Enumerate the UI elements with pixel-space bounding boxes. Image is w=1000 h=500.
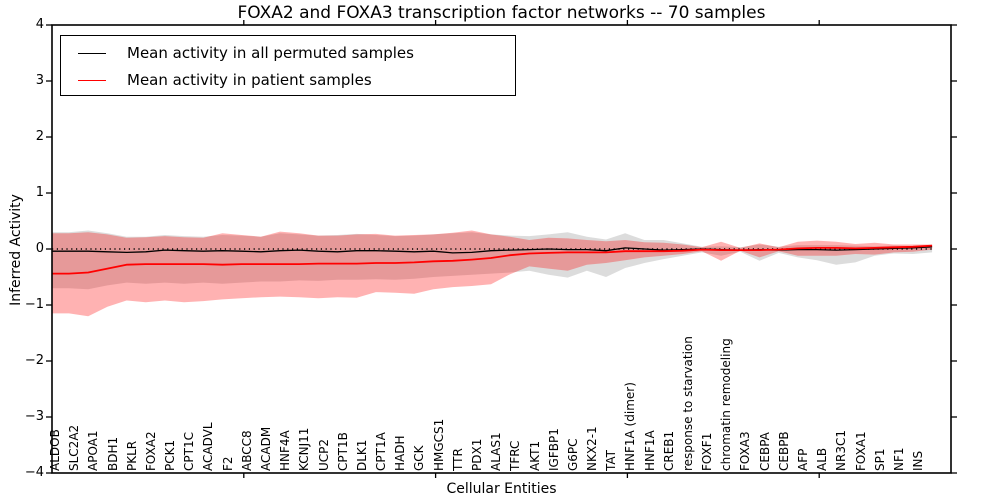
x-tick-label: NR3C1 bbox=[834, 430, 849, 471]
x-tick-label: AFP bbox=[796, 448, 811, 471]
y-tick-label: 0 bbox=[35, 241, 44, 256]
x-tick-label: ALAS1 bbox=[489, 432, 504, 471]
patient-line-swatch bbox=[78, 79, 106, 81]
x-tick-label: HNF4A bbox=[278, 430, 293, 471]
x-tick-label: AKT1 bbox=[527, 440, 542, 471]
x-tick-label: ABCC8 bbox=[239, 430, 254, 471]
x-tick-label: ALDOB bbox=[48, 429, 62, 471]
x-tick-label: GCK bbox=[412, 445, 427, 471]
y-tick-label: 1 bbox=[35, 185, 44, 200]
x-tick-label: SP1 bbox=[872, 448, 887, 472]
x-tick-label: IGFBP1 bbox=[546, 428, 561, 471]
legend-label: Mean activity in patient samples bbox=[127, 71, 372, 89]
y-tick-label: −2 bbox=[24, 353, 44, 368]
x-tick-label: HNF1A (dimer) bbox=[623, 382, 638, 471]
x-tick-label: CEBPB bbox=[776, 431, 791, 471]
x-tick-label: FOXA2 bbox=[143, 431, 158, 471]
x-tick-label: CPT1A bbox=[374, 432, 389, 471]
x-tick-label: PDX1 bbox=[469, 438, 484, 471]
x-axis-label: Cellular Entities bbox=[446, 481, 557, 497]
x-tick-label: BDH1 bbox=[105, 436, 120, 471]
x-tick-label: NF1 bbox=[891, 447, 906, 471]
x-tick-label: UCP2 bbox=[316, 438, 331, 471]
x-tick-label: TFRC bbox=[508, 440, 523, 471]
x-tick-label: SLC2A2 bbox=[67, 424, 82, 471]
x-tick-label: F2 bbox=[220, 456, 235, 471]
legend: Mean activity in all permuted samples Me… bbox=[60, 35, 516, 96]
y-tick-label: 2 bbox=[35, 129, 44, 144]
legend-item-permuted: Mean activity in all permuted samples bbox=[61, 40, 414, 66]
x-tick-label: chromatin remodeling bbox=[719, 338, 734, 471]
x-tick-label: ACADM bbox=[258, 426, 273, 471]
permuted-line-swatch bbox=[78, 52, 106, 54]
x-tick-label: PCK1 bbox=[163, 439, 178, 471]
x-tick-label: NKX2-1 bbox=[585, 426, 600, 471]
y-tick-label: 3 bbox=[35, 73, 44, 88]
x-tick-label: CREB1 bbox=[661, 430, 676, 471]
x-tick-label: HMGCS1 bbox=[431, 418, 446, 471]
x-tick-label: G6PC bbox=[565, 438, 580, 471]
y-tick-label: −4 bbox=[24, 465, 44, 480]
x-tick-label: ACADVL bbox=[201, 422, 216, 471]
x-tick-label: PKLR bbox=[124, 440, 139, 471]
band-permuted bbox=[52, 230, 933, 290]
y-tick-label: −1 bbox=[24, 297, 44, 312]
chart-title: FOXA2 and FOXA3 transcription factor net… bbox=[237, 3, 766, 23]
x-tick-label: CPT1B bbox=[335, 432, 350, 471]
x-tick-label: TTR bbox=[450, 448, 465, 471]
x-tick-label: TAT bbox=[604, 449, 619, 471]
x-tick-label: INS bbox=[911, 450, 926, 471]
x-tick-label: DLK1 bbox=[354, 439, 369, 471]
legend-label: Mean activity in all permuted samples bbox=[127, 44, 414, 62]
x-tick-label: HNF1A bbox=[642, 430, 657, 471]
x-tick-label: KCNJ11 bbox=[297, 427, 312, 471]
x-tick-label: FOXF1 bbox=[700, 432, 715, 471]
y-tick-label: 4 bbox=[35, 17, 44, 32]
patient-mean-line bbox=[52, 244, 933, 275]
legend-item-patient: Mean activity in patient samples bbox=[61, 67, 372, 93]
band-patient bbox=[52, 230, 933, 317]
x-tick-label: CPT1C bbox=[182, 432, 197, 471]
x-tick-label: APOA1 bbox=[86, 430, 101, 471]
x-tick-label: FOXA1 bbox=[853, 431, 868, 471]
x-tick-label: ALB bbox=[815, 447, 830, 471]
x-tick-label: CEBPA bbox=[757, 432, 772, 471]
x-tick-label: response to starvation bbox=[680, 336, 695, 471]
x-tick-label: FOXA3 bbox=[738, 431, 753, 471]
y-tick-label: −3 bbox=[24, 409, 44, 424]
x-tick-label: HADH bbox=[393, 435, 408, 472]
